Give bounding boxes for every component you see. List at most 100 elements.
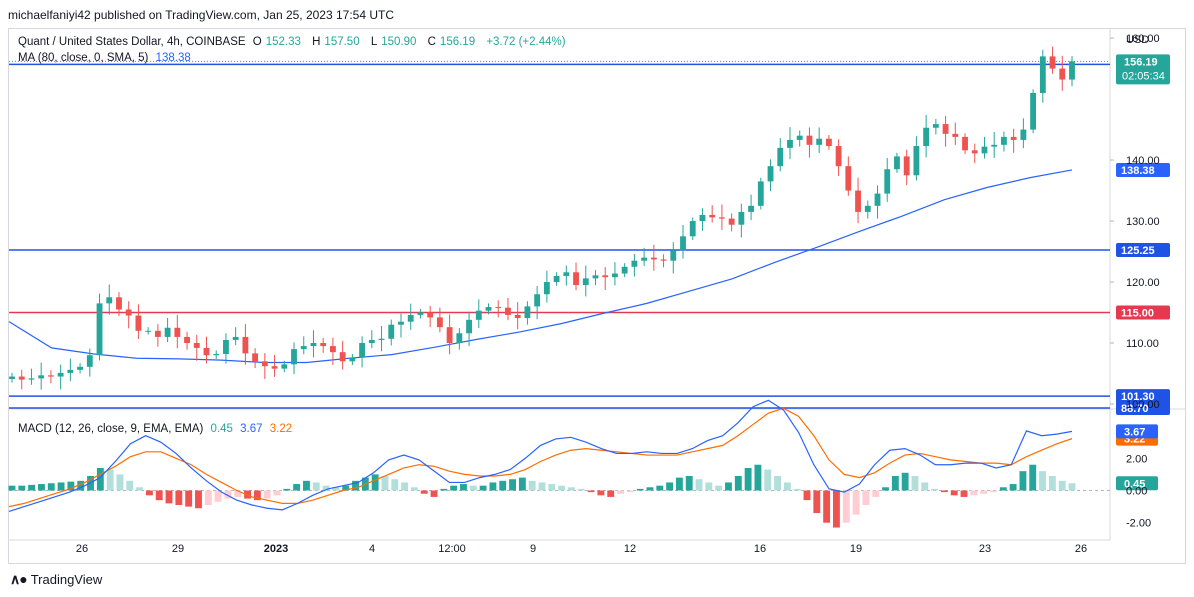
macd-histogram-bar bbox=[803, 490, 811, 501]
macd-line bbox=[8, 399, 1073, 513]
macd-hist-tag bbox=[1116, 476, 1158, 491]
candles bbox=[9, 46, 1075, 390]
macd-histogram-bar bbox=[990, 490, 997, 493]
candle bbox=[135, 304, 142, 340]
candle-body bbox=[806, 135, 813, 145]
candle-body bbox=[116, 297, 122, 310]
macd-histogram-bar bbox=[558, 485, 566, 491]
macd-histogram-bar bbox=[528, 480, 536, 491]
macd-histogram-bar bbox=[783, 482, 791, 491]
time-tick-label: 4 bbox=[369, 543, 375, 555]
candle-body bbox=[242, 336, 249, 354]
candle bbox=[952, 122, 959, 146]
macd-histogram-bar bbox=[597, 490, 605, 496]
macd-histogram-bar bbox=[420, 490, 428, 494]
macd-histogram-bar bbox=[401, 482, 409, 491]
candle bbox=[1059, 55, 1066, 91]
candle bbox=[485, 303, 492, 315]
candle-body bbox=[864, 205, 871, 212]
candle bbox=[1020, 118, 1027, 149]
candle-body bbox=[1020, 129, 1027, 140]
candle bbox=[18, 369, 25, 390]
candle-body bbox=[573, 272, 579, 286]
footer[interactable]: ∧● TradingView bbox=[10, 571, 102, 588]
candle bbox=[932, 118, 939, 135]
chart-frame bbox=[8, 28, 1186, 564]
candle bbox=[1039, 49, 1046, 103]
candle bbox=[398, 313, 404, 338]
level-label: 101.30 bbox=[1121, 391, 1155, 403]
candle bbox=[1049, 46, 1056, 74]
candle bbox=[466, 311, 472, 347]
candle bbox=[787, 127, 793, 160]
grid bbox=[9, 29, 1186, 541]
candle-body bbox=[1030, 92, 1037, 130]
candle-body bbox=[835, 146, 842, 167]
candle bbox=[456, 328, 463, 350]
candle-body bbox=[796, 135, 803, 140]
macd-histogram-bar bbox=[960, 490, 968, 497]
candle bbox=[981, 136, 988, 159]
candle bbox=[378, 325, 385, 352]
candle-body bbox=[135, 315, 142, 331]
price-tick-label: 130.00 bbox=[1126, 216, 1160, 228]
macd-histogram-bar bbox=[67, 481, 75, 491]
candle-body bbox=[47, 375, 54, 377]
candle bbox=[330, 337, 336, 365]
macd-legend[interactable]: MACD (12, 26, close, 9, EMA, EMA) 0.45 3… bbox=[18, 423, 296, 435]
macd-line-tag bbox=[1116, 424, 1158, 439]
symbol-label[interactable]: Quant / United States Dollar, 4h, COINBA… bbox=[18, 36, 246, 48]
macd-histogram-bar bbox=[155, 490, 163, 501]
candle-body bbox=[271, 366, 278, 369]
candle-body bbox=[349, 357, 356, 362]
candle-body bbox=[154, 330, 161, 337]
macd-histogram-bar bbox=[371, 474, 379, 491]
candle bbox=[446, 314, 453, 355]
candle bbox=[57, 364, 64, 390]
candle bbox=[592, 270, 599, 286]
candle bbox=[514, 302, 521, 330]
macd-histogram-bar bbox=[548, 484, 556, 491]
ma-value: 138.38 bbox=[155, 52, 191, 64]
candle-body bbox=[1010, 136, 1017, 140]
candle-body bbox=[330, 346, 336, 353]
candle bbox=[184, 331, 190, 350]
candle-body bbox=[514, 314, 521, 319]
ma-legend[interactable]: MA (80, close, 0, SMA, 5) 138.38 bbox=[18, 52, 195, 64]
macd-histogram-bar bbox=[430, 490, 438, 497]
candle bbox=[77, 363, 83, 374]
candle-body bbox=[563, 272, 570, 276]
macd-label: MACD (12, 26, close, 9, EMA, EMA) bbox=[18, 423, 204, 435]
macd-histogram-bar bbox=[332, 487, 340, 491]
candle-body bbox=[913, 146, 920, 176]
macd-histogram-bar bbox=[568, 487, 575, 491]
macd-histogram-bar bbox=[1068, 483, 1076, 491]
candle-body bbox=[184, 336, 190, 344]
candle-body bbox=[446, 327, 453, 344]
ma-tag-label: 138.38 bbox=[1121, 165, 1155, 177]
candle-body bbox=[757, 181, 764, 206]
candle bbox=[9, 372, 15, 383]
candle-body bbox=[592, 275, 599, 279]
time-tick-label: 12:00 bbox=[438, 543, 466, 555]
macd-histogram-bar bbox=[705, 482, 713, 491]
macd-histogram-bar bbox=[185, 490, 193, 507]
time-tick-label: 29 bbox=[172, 543, 184, 555]
time-tick-label: 23 bbox=[979, 543, 991, 555]
macd-histogram-bar bbox=[725, 482, 732, 491]
macd-histogram-bar bbox=[891, 476, 899, 491]
macd-histogram-bar bbox=[715, 485, 723, 491]
candle-body bbox=[631, 260, 638, 267]
candle bbox=[582, 265, 589, 297]
macd-histogram-bar bbox=[1058, 480, 1066, 491]
macd-histogram-bar bbox=[469, 485, 477, 491]
candle-body bbox=[553, 275, 560, 283]
macd-histogram-bar bbox=[126, 480, 134, 491]
candle bbox=[738, 203, 745, 238]
candle bbox=[154, 324, 161, 347]
candle bbox=[874, 185, 881, 219]
macd-tick-label: 2.00 bbox=[1126, 453, 1147, 465]
macd-tick-label: -2.00 bbox=[1126, 518, 1151, 530]
macd-histogram-bar bbox=[234, 490, 242, 497]
